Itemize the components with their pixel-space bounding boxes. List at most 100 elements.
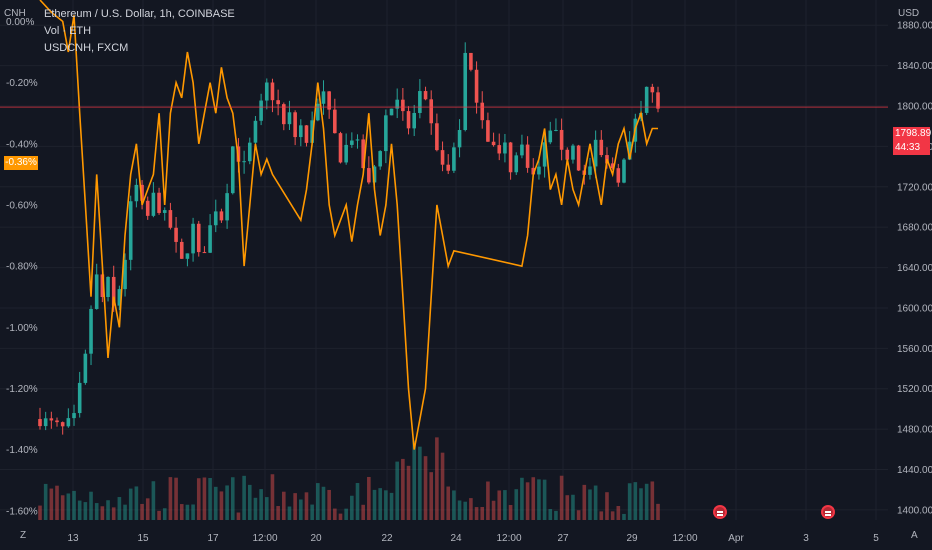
auto-scale-right-button[interactable]: A [911, 530, 918, 541]
volume-bar [520, 477, 524, 520]
candle-body [174, 227, 178, 242]
volume-bar [355, 483, 360, 520]
candle-body [531, 167, 536, 175]
candle-body [100, 274, 105, 298]
candle-body [548, 130, 553, 143]
candle-body [49, 418, 54, 421]
volume-bar [168, 477, 173, 520]
candle-body [310, 120, 314, 143]
right-axis-tick: 1520.00 [897, 384, 932, 395]
candle-body [202, 252, 207, 254]
time-axis-tick: 17 [207, 533, 219, 544]
time-axis-tick: 29 [626, 533, 638, 544]
candle-body [287, 112, 292, 125]
candle-body [162, 210, 167, 213]
compare-symbol-label[interactable]: USDCNH, FXCM [44, 42, 129, 54]
candle-body [486, 120, 490, 142]
volume-bar [401, 458, 405, 520]
time-axis-tick: 22 [381, 533, 393, 544]
right-axis-tick: 1440.00 [897, 465, 932, 476]
candle-body [321, 91, 326, 104]
candle-body [627, 141, 632, 160]
time-axis-tick: 12:00 [496, 533, 521, 544]
volume-bar [372, 489, 377, 520]
candle-body [333, 109, 337, 134]
candle-body [316, 103, 320, 121]
volume-bar [100, 506, 105, 520]
volume-bar [60, 495, 65, 520]
candle-body [72, 413, 76, 419]
grid-lines [0, 0, 888, 520]
candle-body [327, 91, 331, 110]
time-axis: 13 15 17 12:00 20 22 24 12:00 27 29 12:00 Apr 3 5 [67, 533, 879, 544]
volume-bar [276, 506, 280, 520]
candle-body [503, 142, 507, 154]
left-axis-tick: -0.60% [6, 200, 38, 211]
volume-bar [174, 477, 178, 520]
economic-event-flag-icon[interactable] [713, 505, 727, 519]
candle-body [435, 123, 439, 151]
candle-body [350, 140, 354, 145]
auto-scale-left-button[interactable]: Z [20, 530, 27, 541]
volume-bar [66, 493, 71, 520]
left-axis-tick: -1.20% [6, 384, 38, 395]
candle-body [43, 418, 48, 427]
volume-bar [310, 504, 314, 520]
candle-body [145, 200, 150, 216]
volume-bar [38, 505, 42, 520]
volume-bar [389, 492, 394, 520]
usdcnh-line [39, 0, 658, 450]
left-axis-tick: -1.40% [6, 445, 38, 456]
right-axis-tick: 1480.00 [897, 425, 932, 436]
volume-bar [259, 489, 263, 520]
candle-body [55, 420, 59, 423]
candle-body [106, 276, 110, 298]
left-axis-tick: -0.20% [6, 78, 38, 89]
economic-event-flag-icon[interactable] [821, 505, 835, 519]
volume-bar [582, 484, 587, 520]
volume-bar [72, 490, 76, 520]
candle-body [406, 111, 411, 129]
volume-bar [542, 479, 547, 520]
candle-body [89, 308, 93, 354]
time-axis-tick: 3 [803, 533, 809, 544]
candle-body [338, 133, 343, 163]
time-axis-tick: 12:00 [252, 533, 277, 544]
candle-body [111, 276, 116, 306]
last-price-badge: 1798.89 [893, 127, 932, 141]
volume-bar [554, 510, 558, 520]
candle-body [344, 144, 348, 163]
volume-bar [656, 503, 660, 520]
left-axis-tick: -0.80% [6, 262, 38, 273]
volume-bar [242, 475, 246, 520]
candle-body [395, 99, 399, 109]
volume-bar [474, 507, 479, 520]
volume-bar [77, 500, 82, 520]
volume-bar [213, 486, 218, 520]
volume-bar [157, 510, 161, 520]
usdcnh-compare-line [39, 0, 658, 450]
volume-bar [486, 481, 490, 520]
candle-body [474, 69, 479, 103]
volume-bar [378, 488, 382, 520]
volume-bar [270, 474, 275, 520]
candle-body [650, 86, 655, 93]
candle-body [401, 99, 405, 112]
candle-body [457, 130, 462, 148]
volume-bar [55, 485, 59, 520]
symbol-title[interactable]: Ethereum / U.S. Dollar, 1h, COINBASE [44, 8, 235, 20]
candle-body [140, 184, 144, 201]
candlestick-series [38, 42, 660, 435]
volume-bar [508, 505, 513, 520]
volume-bar [559, 475, 564, 520]
volume-indicator-label[interactable]: Vol · ETH [44, 25, 92, 37]
candle-body [656, 92, 660, 109]
candle-body [418, 91, 422, 113]
candle-body [469, 52, 473, 70]
candle-body [242, 161, 246, 163]
volume-bar [491, 500, 496, 520]
candle-body [253, 120, 258, 143]
volume-bar [196, 478, 201, 520]
volume-bar [599, 511, 604, 520]
